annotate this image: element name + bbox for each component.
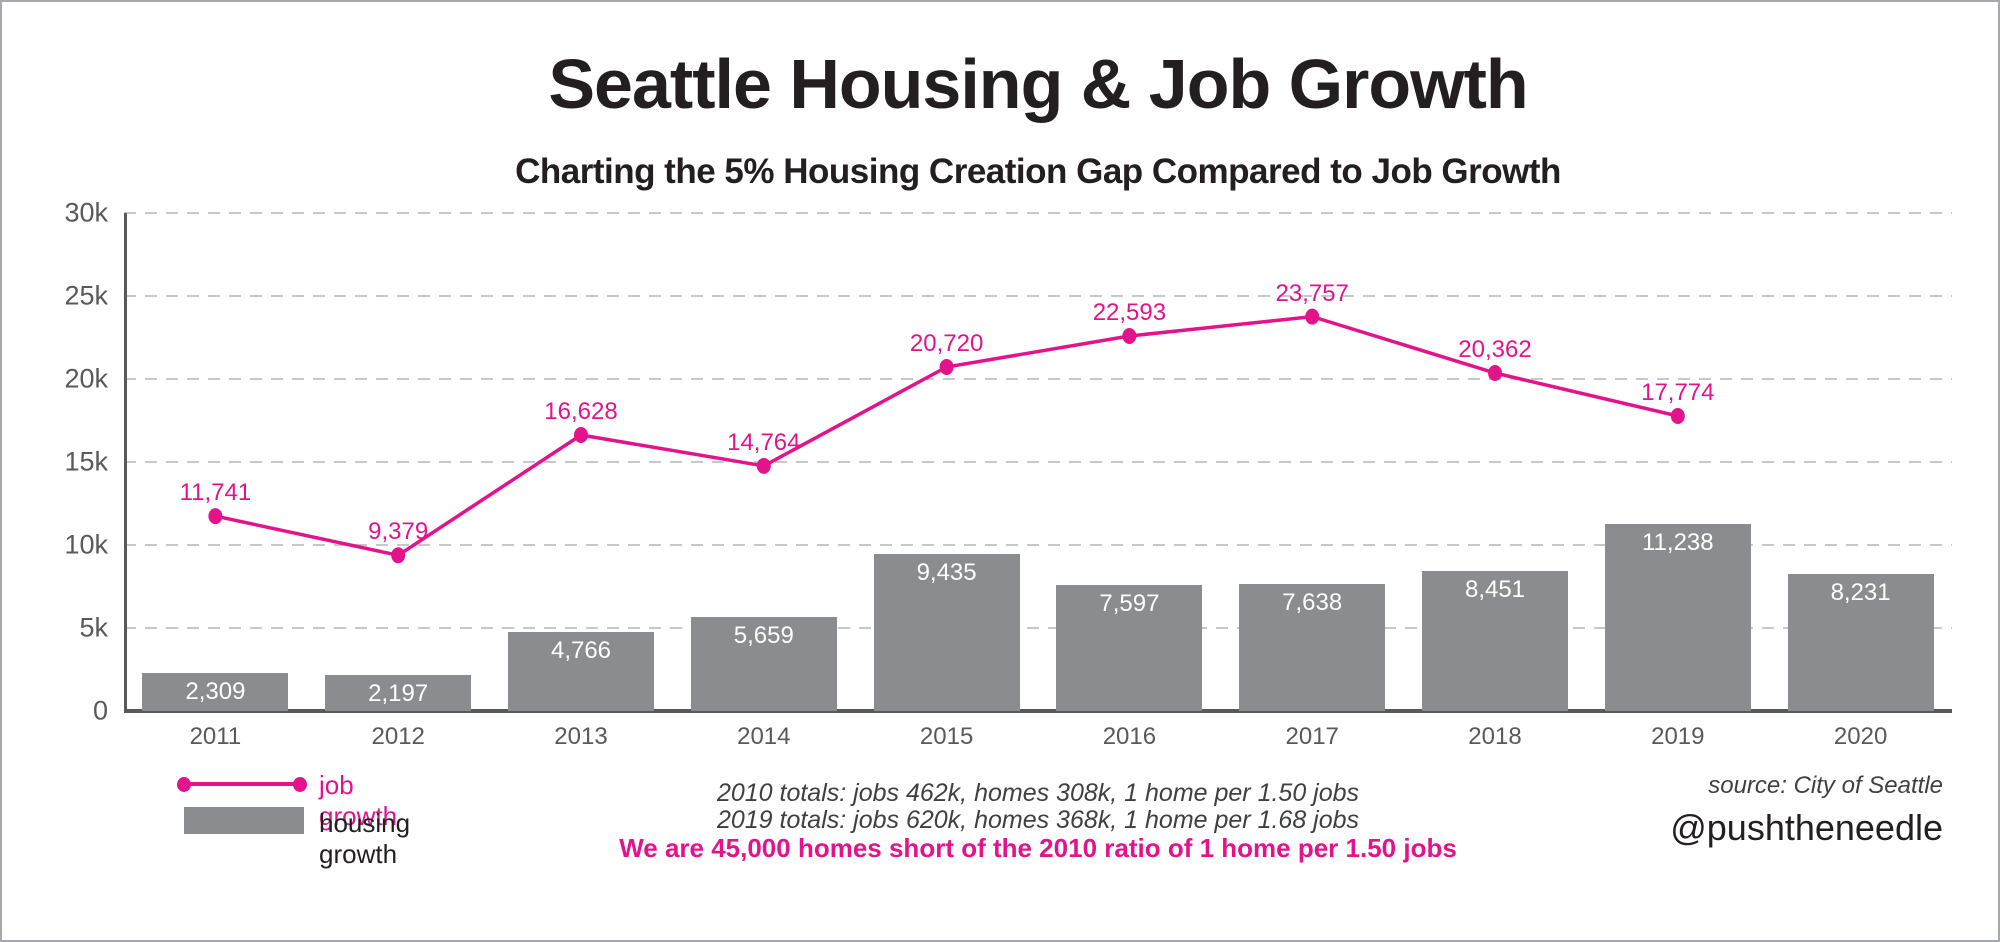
bar-2012: 2,197 bbox=[325, 674, 472, 711]
x-tick-2013: 2013 bbox=[554, 723, 608, 750]
y-tick-5k: 5k bbox=[79, 612, 108, 643]
y-tick-0: 0 bbox=[92, 695, 108, 726]
line-point-2012 bbox=[391, 547, 406, 564]
legend-line-dot-left bbox=[177, 777, 191, 792]
bar-value-2016: 7,597 bbox=[1099, 589, 1160, 617]
bar-2013: 4,766 bbox=[508, 631, 654, 711]
bar-value-2020: 8,231 bbox=[1830, 579, 1891, 607]
gridline-15000 bbox=[124, 461, 1952, 463]
x-tick-2015: 2015 bbox=[919, 723, 974, 750]
page-subtitle: Charting the 5% Housing Creation Gap Com… bbox=[515, 152, 1561, 191]
x-tick-2020: 2020 bbox=[1833, 723, 1888, 750]
line-point-2016 bbox=[1122, 328, 1137, 344]
y-axis: 0 5k 10k 15k 20k 25k 30k bbox=[2, 198, 114, 726]
x-axis: 2011 2012 2013 2014 2015 2016 2017 2018 2019 2020 bbox=[124, 723, 1952, 753]
note-2010-totals: 2010 totals: jobs 462k, homes 308k, 1 ho… bbox=[716, 779, 1360, 807]
footer: source: City of Seattle @pushtheneedle bbox=[1670, 772, 1943, 849]
x-axis-line bbox=[124, 709, 1952, 713]
x-tick-2017: 2017 bbox=[1285, 723, 1339, 750]
bar-value-2015: 9,435 bbox=[916, 559, 977, 587]
x-tick-2016: 2016 bbox=[1102, 723, 1157, 750]
bar-value-2017: 7,638 bbox=[1282, 589, 1343, 617]
y-axis-line bbox=[124, 213, 127, 711]
line-value-2018: 20,362 bbox=[1458, 335, 1532, 363]
x-tick-2019: 2019 bbox=[1651, 723, 1705, 750]
note-2019-totals: 2019 totals: jobs 620k, homes 368k, 1 ho… bbox=[716, 806, 1360, 834]
y-tick-30k: 30k bbox=[64, 197, 108, 228]
line-point-2011 bbox=[208, 508, 223, 525]
source-credit: source: City of Seattle bbox=[1708, 772, 1943, 799]
line-value-2014: 14,764 bbox=[727, 428, 801, 456]
gridline-30000 bbox=[124, 212, 1952, 214]
line-point-2013 bbox=[574, 427, 588, 443]
bar-value-2019: 11,238 bbox=[1641, 529, 1714, 557]
x-tick-2014: 2014 bbox=[737, 723, 791, 750]
y-tick-15k: 15k bbox=[64, 446, 108, 477]
plot-area: 2,309 2,197 4,766 5,659 9,435 7,597 7,638 8,451… bbox=[124, 212, 1952, 713]
y-tick-10k: 10k bbox=[64, 529, 108, 560]
bar-2014: 5,659 bbox=[690, 617, 837, 711]
legend-label-housing-growth: housing growth bbox=[319, 808, 411, 869]
note-homes-short: We are 45,000 homes short of the 2010 ra… bbox=[619, 833, 1457, 863]
y-tick-20k: 20k bbox=[64, 363, 108, 394]
line-value-2019: 17,774 bbox=[1641, 378, 1715, 406]
bar-value-2011: 2,309 bbox=[185, 677, 246, 705]
x-tick-2012: 2012 bbox=[371, 723, 425, 750]
legend-bar-swatch bbox=[184, 807, 304, 834]
bar-2019: 11,238 bbox=[1604, 524, 1751, 711]
bar-2017: 7,638 bbox=[1239, 584, 1386, 711]
bar-2011: 2,309 bbox=[142, 672, 289, 711]
line-value-2013: 16,628 bbox=[544, 397, 618, 425]
gridline-25000 bbox=[124, 295, 1952, 297]
bar-2020: 8,231 bbox=[1787, 574, 1934, 711]
legend-line-dot-right bbox=[293, 777, 307, 792]
line-point-2019 bbox=[1670, 408, 1685, 424]
line-point-2018 bbox=[1488, 365, 1502, 381]
x-tick-2018: 2018 bbox=[1468, 723, 1522, 750]
gridline-10000 bbox=[124, 544, 1952, 546]
bar-2015: 9,435 bbox=[873, 554, 1020, 711]
line-value-2016: 22,593 bbox=[1092, 298, 1167, 326]
line-point-2015 bbox=[939, 359, 954, 375]
line-value-2017: 23,757 bbox=[1275, 279, 1349, 307]
x-tick-2011: 2011 bbox=[189, 723, 242, 750]
bar-value-2012: 2,197 bbox=[368, 679, 429, 707]
author-handle: @pushtheneedle bbox=[1670, 807, 1943, 848]
legend-label-job-growth: job growth bbox=[319, 770, 398, 831]
bar-2018: 8,451 bbox=[1422, 570, 1568, 711]
bar-value-2014: 5,659 bbox=[733, 622, 794, 650]
line-point-2017 bbox=[1305, 308, 1320, 325]
bar-value-2018: 8,451 bbox=[1464, 575, 1526, 603]
line-value-2011: 11,741 bbox=[179, 479, 252, 507]
bar-2016: 7,597 bbox=[1056, 584, 1203, 711]
legend-line-swatch bbox=[184, 782, 300, 786]
gridline-20000 bbox=[124, 378, 1952, 380]
y-tick-25k: 25k bbox=[64, 280, 108, 311]
line-value-2015: 20,720 bbox=[909, 330, 984, 358]
line-point-2014 bbox=[756, 457, 771, 474]
bar-value-2013: 4,766 bbox=[550, 636, 612, 664]
line-layer bbox=[208, 308, 1685, 564]
line-value-2012: 9,379 bbox=[368, 518, 429, 546]
page-title: Seattle Housing & Job Growth bbox=[548, 45, 1528, 123]
gridline-5000 bbox=[124, 627, 1952, 629]
